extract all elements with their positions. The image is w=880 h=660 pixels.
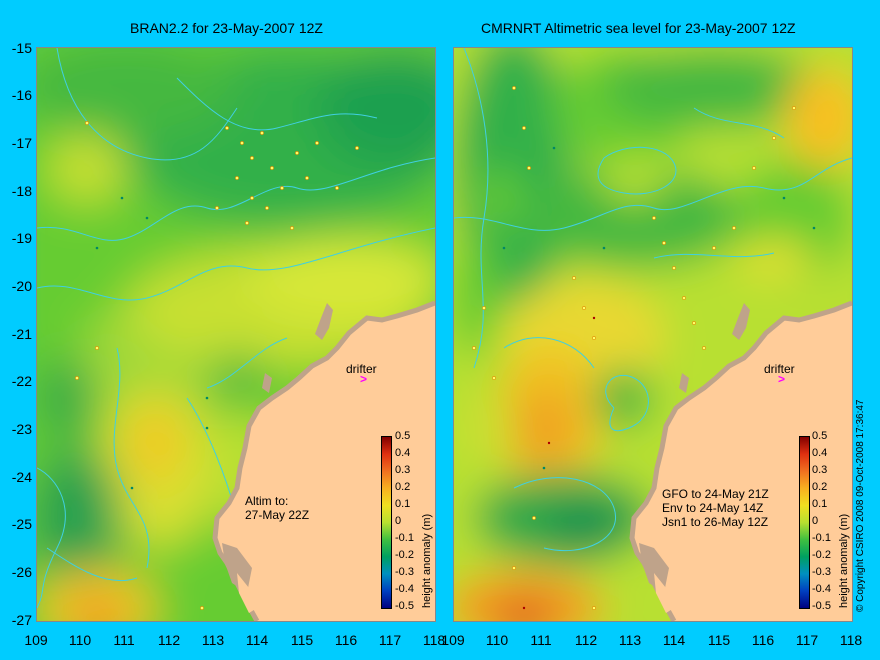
lon-label: 111 <box>113 632 135 648</box>
right-colorbar <box>799 436 810 609</box>
right-drifter-arrow-icon: > <box>778 372 786 386</box>
lat-label: -17 <box>11 135 32 151</box>
lat-label: -15 <box>11 40 32 56</box>
left-map-title: BRAN2.2 for 23-May-2007 12Z <box>130 20 323 36</box>
left-colorbar <box>381 436 392 609</box>
colorbar-tick: 0.3 <box>395 464 411 476</box>
colorbar-tick: 0.2 <box>395 481 411 493</box>
colorbar-tick: 0.4 <box>812 447 828 459</box>
lon-label: 117 <box>378 632 402 648</box>
copyright-timestamp: © Copyright CSIRO 2008 09-Oct-2008 17:36… <box>855 399 866 613</box>
lat-label: -16 <box>11 87 32 103</box>
colorbar-tick: -0.5 <box>812 600 831 612</box>
left-colorbar-label: height anomaly (m) <box>421 513 433 608</box>
colorbar-tick: -0.4 <box>395 583 414 595</box>
left-annotation-line1: Altim to: <box>245 494 289 508</box>
lon-label: 116 <box>751 632 775 648</box>
right-drifter-label: drifter <box>764 362 795 376</box>
lon-label: 116 <box>334 632 358 648</box>
right-annotation-line3: Jsn1 to 26-May 12Z <box>662 515 769 529</box>
lat-label: -26 <box>11 564 32 580</box>
left-drifter-label: drifter <box>346 362 377 376</box>
right-colorbar-label: height anomaly (m) <box>838 513 850 608</box>
colorbar-tick: -0.2 <box>812 549 831 561</box>
colorbar-tick: -0.1 <box>395 532 414 544</box>
lon-label: 113 <box>201 632 225 648</box>
lat-label: -25 <box>11 516 32 532</box>
colorbar-tick: 0.2 <box>812 481 828 493</box>
lon-label: 113 <box>618 632 642 648</box>
lat-label: -20 <box>11 278 32 294</box>
colorbar-tick: -0.3 <box>812 566 831 578</box>
lon-label: 109 <box>24 632 48 648</box>
left-drifter-arrow-icon: > <box>360 372 368 386</box>
lat-label: -23 <box>11 421 32 437</box>
lon-label: 111 <box>530 632 552 648</box>
left-map-panel <box>36 47 436 622</box>
colorbar-tick: 0.1 <box>395 498 411 510</box>
lat-label: -22 <box>11 373 32 389</box>
lon-label: 115 <box>290 632 314 648</box>
lon-label: 118 <box>839 632 863 648</box>
lon-label: 112 <box>574 632 598 648</box>
colorbar-tick: -0.5 <box>395 600 414 612</box>
right-annotation-line1: GFO to 24-May 21Z <box>662 487 769 501</box>
right-map-title: CMRNRT Altimetric sea level for 23-May-2… <box>481 20 796 36</box>
colorbar-tick: 0.3 <box>812 464 828 476</box>
lon-label: 114 <box>245 632 269 648</box>
colorbar-tick: 0.5 <box>395 430 411 442</box>
right-map-panel <box>453 47 853 622</box>
lat-label: -21 <box>11 326 32 342</box>
lat-label: -18 <box>11 183 32 199</box>
lon-label: 110 <box>68 632 92 648</box>
colorbar-tick: 0.5 <box>812 430 828 442</box>
colorbar-tick: 0.4 <box>395 447 411 459</box>
lat-label: -24 <box>11 469 32 485</box>
colorbar-tick: 0 <box>812 515 819 527</box>
colorbar-tick: -0.1 <box>812 532 831 544</box>
colorbar-tick: 0.1 <box>812 498 828 510</box>
colorbar-tick: -0.3 <box>395 566 414 578</box>
lon-label: 112 <box>157 632 181 648</box>
lat-label: -19 <box>11 230 32 246</box>
colorbar-tick: -0.4 <box>812 583 831 595</box>
lon-label: 118 <box>422 632 446 648</box>
lon-label: 109 <box>441 632 465 648</box>
left-annotation-line2: 27-May 22Z <box>245 508 310 522</box>
lon-label: 117 <box>795 632 819 648</box>
lat-label: -27 <box>11 612 32 628</box>
lon-label: 110 <box>485 632 509 648</box>
lon-label: 115 <box>707 632 731 648</box>
lon-label: 114 <box>662 632 686 648</box>
colorbar-tick: -0.2 <box>395 549 414 561</box>
colorbar-tick: 0 <box>395 515 402 527</box>
right-annotation-line2: Env to 24-May 14Z <box>662 501 764 515</box>
